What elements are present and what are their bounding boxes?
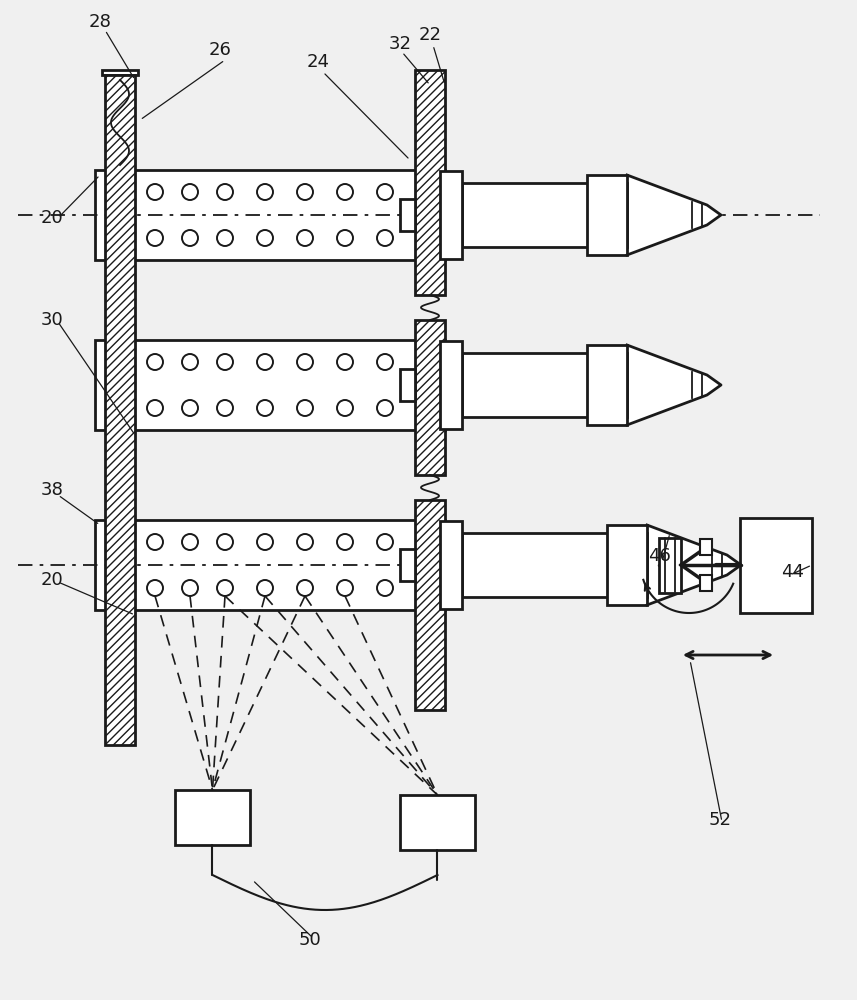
Circle shape	[377, 400, 393, 416]
Circle shape	[257, 184, 273, 200]
Text: 28: 28	[88, 13, 111, 31]
Text: 44: 44	[782, 563, 805, 581]
Polygon shape	[647, 525, 741, 605]
Circle shape	[182, 400, 198, 416]
Bar	[95, 340, 445, 430]
Circle shape	[297, 580, 313, 596]
Circle shape	[337, 184, 353, 200]
Text: 24: 24	[307, 53, 329, 71]
Text: 38: 38	[40, 481, 63, 499]
Circle shape	[257, 534, 273, 550]
Bar	[415, 320, 445, 475]
Bar	[462, 183, 627, 247]
Bar	[95, 520, 445, 610]
Bar	[400, 199, 415, 231]
Bar	[102, 70, 138, 75]
Bar	[400, 369, 415, 401]
Bar	[105, 75, 135, 745]
Polygon shape	[627, 345, 721, 425]
Text: 20: 20	[40, 571, 63, 589]
Text: 46: 46	[649, 547, 671, 565]
Circle shape	[377, 534, 393, 550]
Circle shape	[257, 230, 273, 246]
Circle shape	[297, 534, 313, 550]
Circle shape	[182, 534, 198, 550]
Circle shape	[147, 534, 163, 550]
Circle shape	[337, 580, 353, 596]
Circle shape	[147, 580, 163, 596]
Bar	[659, 538, 681, 593]
Circle shape	[337, 400, 353, 416]
Bar	[587, 175, 627, 255]
Circle shape	[182, 184, 198, 200]
Bar	[415, 500, 445, 710]
Bar	[440, 521, 462, 609]
Circle shape	[377, 230, 393, 246]
Circle shape	[147, 230, 163, 246]
Polygon shape	[627, 175, 721, 255]
Circle shape	[297, 354, 313, 370]
Circle shape	[147, 354, 163, 370]
Circle shape	[337, 230, 353, 246]
Circle shape	[297, 400, 313, 416]
Circle shape	[297, 230, 313, 246]
Circle shape	[147, 400, 163, 416]
Bar	[400, 795, 475, 850]
Bar	[587, 345, 627, 425]
Bar	[700, 539, 712, 555]
Text: 32: 32	[388, 35, 411, 53]
Circle shape	[257, 580, 273, 596]
Text: 30: 30	[40, 311, 63, 329]
Circle shape	[217, 184, 233, 200]
Circle shape	[337, 534, 353, 550]
Bar	[607, 525, 647, 605]
Circle shape	[182, 580, 198, 596]
Bar	[700, 575, 712, 591]
Circle shape	[297, 184, 313, 200]
Circle shape	[337, 354, 353, 370]
Circle shape	[147, 184, 163, 200]
Circle shape	[377, 184, 393, 200]
Bar	[415, 70, 445, 295]
Circle shape	[217, 354, 233, 370]
Text: 20: 20	[40, 209, 63, 227]
Bar	[740, 518, 812, 613]
Circle shape	[217, 400, 233, 416]
Bar	[95, 170, 445, 260]
Bar	[175, 790, 250, 845]
Bar	[440, 341, 462, 429]
Text: 26: 26	[208, 41, 231, 59]
Circle shape	[182, 230, 198, 246]
Bar	[440, 171, 462, 259]
Text: 52: 52	[709, 811, 732, 829]
Circle shape	[377, 580, 393, 596]
Circle shape	[377, 354, 393, 370]
Circle shape	[182, 354, 198, 370]
Circle shape	[257, 354, 273, 370]
Circle shape	[217, 230, 233, 246]
Text: 50: 50	[298, 931, 321, 949]
Text: 22: 22	[418, 26, 441, 44]
Circle shape	[217, 534, 233, 550]
Bar	[400, 549, 415, 581]
Bar	[462, 533, 647, 597]
Circle shape	[257, 400, 273, 416]
Bar	[462, 353, 627, 417]
Circle shape	[217, 580, 233, 596]
